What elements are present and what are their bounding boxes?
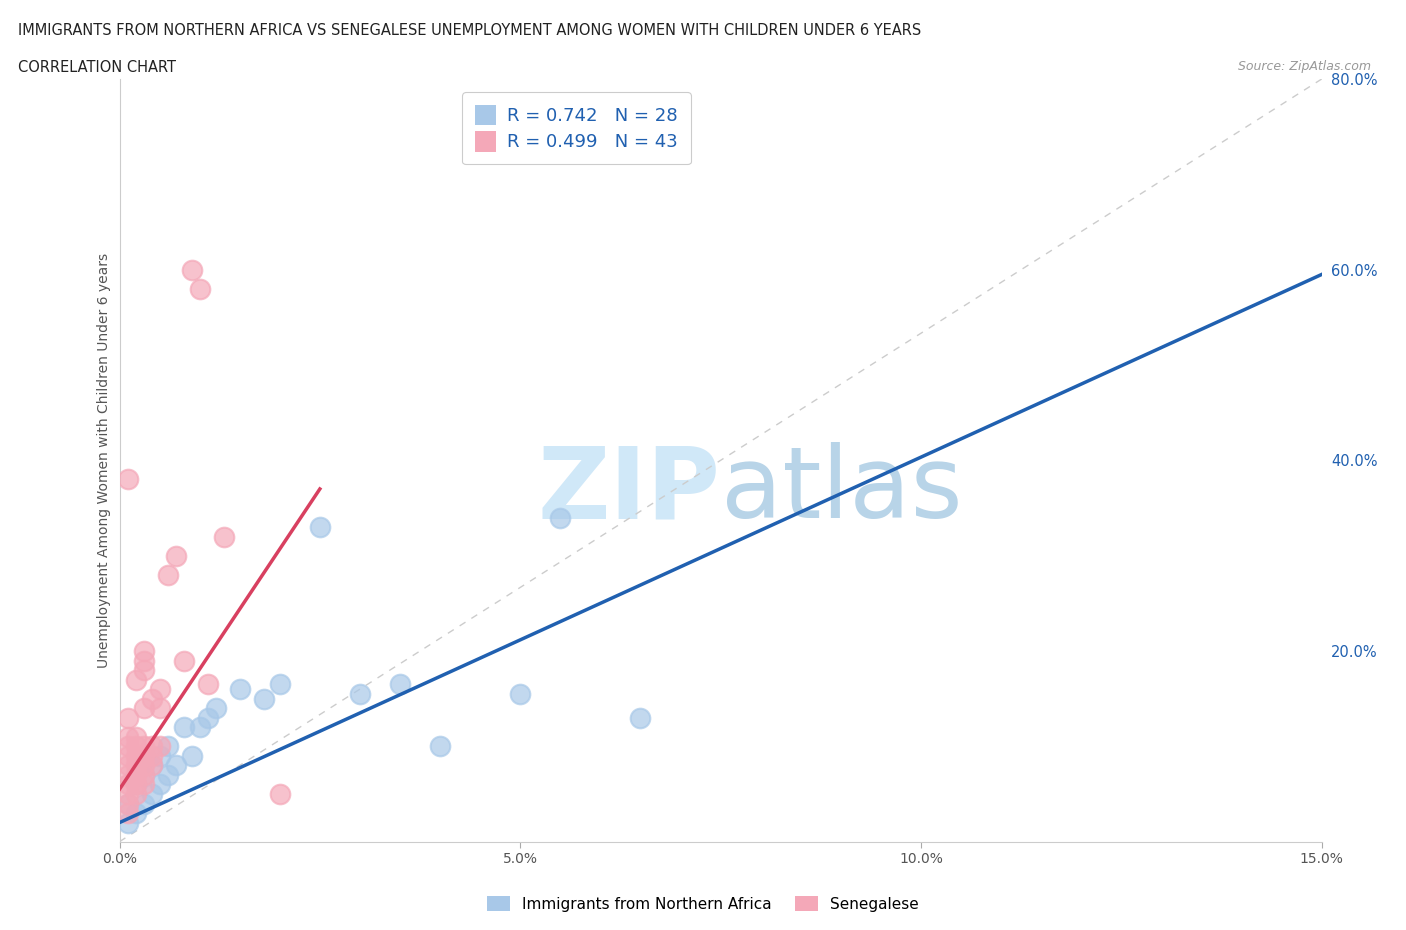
Point: [132, 777, 155, 792]
Point: [124, 787, 146, 802]
Point: [173, 720, 195, 735]
Point: [124, 758, 146, 773]
Point: [117, 767, 139, 782]
Point: [132, 749, 155, 764]
Point: [117, 796, 139, 811]
Point: [165, 549, 187, 564]
Point: [132, 653, 155, 668]
Point: [124, 777, 146, 792]
Point: [149, 738, 172, 753]
Text: atlas: atlas: [720, 443, 962, 539]
Text: Source: ZipAtlas.com: Source: ZipAtlas.com: [1237, 60, 1371, 73]
Point: [117, 729, 139, 744]
Point: [269, 677, 291, 692]
Point: [132, 738, 155, 753]
Point: [117, 472, 139, 487]
Text: IMMIGRANTS FROM NORTHERN AFRICA VS SENEGALESE UNEMPLOYMENT AMONG WOMEN WITH CHIL: IMMIGRANTS FROM NORTHERN AFRICA VS SENEG…: [18, 23, 921, 38]
Point: [141, 758, 163, 773]
Point: [180, 262, 202, 277]
Point: [141, 738, 163, 753]
Point: [124, 729, 146, 744]
Point: [141, 749, 163, 764]
Point: [197, 711, 219, 725]
Point: [132, 644, 155, 658]
Point: [165, 758, 187, 773]
Point: [550, 511, 572, 525]
Point: [132, 701, 155, 716]
Point: [117, 758, 139, 773]
Point: [156, 567, 179, 582]
Point: [349, 686, 371, 701]
Point: [117, 796, 139, 811]
Point: [149, 701, 172, 716]
Point: [132, 758, 155, 773]
Point: [253, 691, 276, 706]
Text: ZIP: ZIP: [537, 443, 720, 539]
Point: [117, 805, 139, 820]
Point: [124, 805, 146, 820]
Point: [173, 653, 195, 668]
Point: [117, 787, 139, 802]
Point: [132, 796, 155, 811]
Legend: R = 0.742   N = 28, R = 0.499   N = 43: R = 0.742 N = 28, R = 0.499 N = 43: [463, 92, 690, 165]
Legend: Immigrants from Northern Africa, Senegalese: Immigrants from Northern Africa, Senegal…: [481, 889, 925, 918]
Point: [124, 738, 146, 753]
Point: [117, 777, 139, 792]
Point: [388, 677, 412, 692]
Point: [141, 691, 163, 706]
Point: [228, 682, 252, 697]
Point: [117, 738, 139, 753]
Point: [117, 711, 139, 725]
Y-axis label: Unemployment Among Women with Children Under 6 years: Unemployment Among Women with Children U…: [97, 253, 111, 668]
Point: [124, 749, 146, 764]
Point: [132, 767, 155, 782]
Point: [180, 749, 202, 764]
Point: [141, 758, 163, 773]
Point: [117, 749, 139, 764]
Point: [132, 663, 155, 678]
Point: [204, 701, 226, 716]
Point: [132, 767, 155, 782]
Point: [509, 686, 531, 701]
Point: [429, 738, 451, 753]
Point: [188, 282, 211, 297]
Point: [124, 777, 146, 792]
Point: [269, 787, 291, 802]
Text: CORRELATION CHART: CORRELATION CHART: [18, 60, 176, 75]
Point: [309, 520, 332, 535]
Point: [188, 720, 211, 735]
Point: [212, 529, 235, 544]
Point: [197, 677, 219, 692]
Point: [156, 738, 179, 753]
Point: [156, 767, 179, 782]
Point: [124, 672, 146, 687]
Point: [149, 682, 172, 697]
Point: [117, 815, 139, 830]
Point: [124, 767, 146, 782]
Point: [149, 777, 172, 792]
Point: [630, 711, 652, 725]
Point: [149, 749, 172, 764]
Point: [141, 787, 163, 802]
